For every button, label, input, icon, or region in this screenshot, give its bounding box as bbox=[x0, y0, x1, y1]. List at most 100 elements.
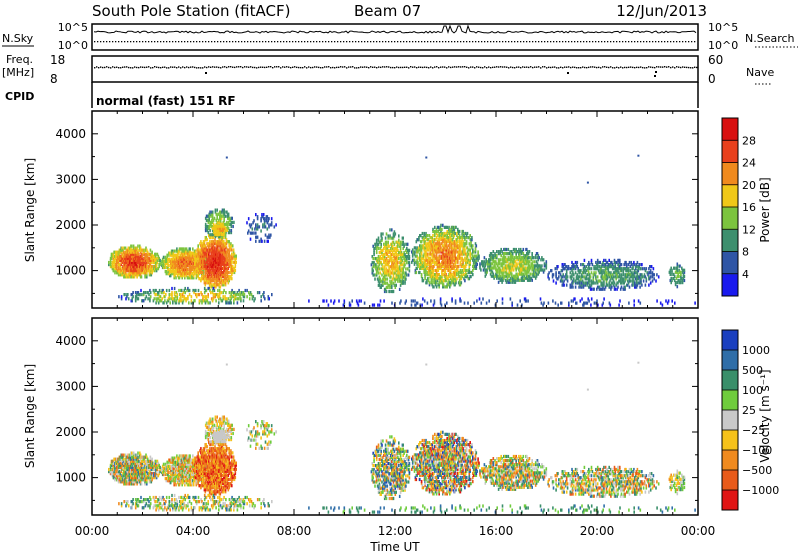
scatter-cell bbox=[149, 295, 152, 299]
freq-point bbox=[322, 66, 324, 69]
scatter-cell bbox=[137, 263, 139, 267]
scatter-cell bbox=[453, 244, 456, 248]
scatter-cell bbox=[472, 264, 474, 268]
scatter-cell bbox=[223, 246, 225, 250]
scatter-cell bbox=[503, 268, 505, 272]
freq-point bbox=[596, 66, 598, 69]
scatter-cell bbox=[428, 281, 431, 285]
scatter-cell bbox=[422, 238, 425, 242]
scatter-cell bbox=[184, 253, 186, 257]
scatter-cell bbox=[199, 242, 201, 246]
scatter-cell bbox=[234, 262, 237, 266]
scatter-cell bbox=[449, 242, 451, 246]
scatter-cell bbox=[382, 281, 384, 285]
nave-label: Nave bbox=[746, 66, 774, 79]
scatter-cell bbox=[161, 261, 163, 265]
scatter-cell bbox=[441, 254, 443, 258]
scatter-cell bbox=[212, 246, 214, 250]
nsearch-tick-top: 10^5 bbox=[708, 21, 738, 34]
scatter-cell bbox=[223, 224, 226, 228]
scatter-cell bbox=[462, 236, 464, 240]
nsky-point bbox=[427, 41, 429, 43]
scatter-cell bbox=[454, 275, 456, 279]
scatter-cell bbox=[221, 273, 223, 277]
scatter-cell bbox=[490, 268, 493, 272]
scatter-cell bbox=[126, 263, 129, 267]
scatter-cell bbox=[381, 236, 383, 240]
freq-point bbox=[304, 66, 306, 68]
scatter-cell bbox=[210, 254, 213, 258]
scatter-cell bbox=[501, 280, 503, 284]
scatter-cell bbox=[449, 244, 452, 248]
scatter-cell bbox=[170, 263, 173, 268]
scatter-cell bbox=[149, 248, 152, 252]
scatter-cell bbox=[467, 270, 470, 275]
scatter-cell bbox=[435, 246, 438, 250]
scatter-cell bbox=[434, 273, 437, 277]
scatter-cell bbox=[217, 258, 220, 262]
scatter-cell bbox=[136, 269, 138, 273]
scatter-cell bbox=[450, 225, 453, 229]
scatter-cell bbox=[223, 208, 225, 212]
scatter-cell bbox=[497, 280, 500, 284]
scatter-cell bbox=[192, 270, 195, 274]
scatter-cell bbox=[228, 242, 230, 246]
scatter-cell bbox=[217, 264, 220, 268]
scatter-cell bbox=[566, 275, 569, 279]
scatter-cell bbox=[190, 299, 193, 303]
scatter-cell bbox=[168, 257, 170, 261]
scatter-cell bbox=[426, 246, 429, 250]
scatter-cell bbox=[206, 299, 209, 303]
scatter-cell bbox=[205, 299, 208, 303]
scatter-cell bbox=[216, 246, 219, 250]
freq-point bbox=[124, 66, 126, 68]
scatter-cell bbox=[472, 248, 474, 252]
scatter-cell bbox=[140, 256, 143, 260]
scatter-cell bbox=[503, 256, 505, 260]
scatter-cell bbox=[213, 295, 216, 299]
scatter-cell bbox=[381, 248, 383, 252]
scatter-cell bbox=[215, 222, 218, 226]
freq-point bbox=[208, 66, 210, 68]
scatter-cell bbox=[227, 222, 229, 226]
scatter-cell bbox=[147, 269, 150, 273]
scatter-cell bbox=[115, 250, 117, 254]
freq-point bbox=[658, 66, 660, 68]
scatter-cell bbox=[447, 275, 449, 279]
scatter-cell bbox=[459, 242, 462, 246]
scatter-cell bbox=[382, 283, 384, 287]
scatter-cell bbox=[142, 265, 145, 269]
scatter-cell bbox=[437, 262, 440, 266]
scatter-cell bbox=[444, 270, 447, 275]
scatter-cell bbox=[208, 214, 210, 218]
scatter-cell bbox=[441, 273, 443, 277]
scatter-cell bbox=[177, 261, 179, 265]
scatter-cell bbox=[175, 261, 177, 265]
scatter-cell bbox=[213, 283, 215, 287]
scatter-cell bbox=[198, 277, 200, 281]
scatter-cell bbox=[446, 264, 448, 268]
scatter-cell bbox=[212, 218, 215, 222]
scatter-cell bbox=[192, 247, 194, 251]
scatter-cell bbox=[141, 265, 144, 269]
scatter-cell bbox=[169, 261, 172, 265]
scatter-cell bbox=[151, 271, 153, 275]
scatter-cell bbox=[180, 263, 183, 268]
scatter-cell bbox=[121, 267, 123, 271]
scatter-cell bbox=[212, 244, 214, 248]
freq-tick-bottom: 8 bbox=[50, 72, 58, 86]
scatter-cell bbox=[192, 261, 195, 265]
scatter-cell bbox=[466, 275, 469, 279]
scatter-cell bbox=[165, 272, 168, 276]
station-title: South Pole Station (fitACF) bbox=[92, 2, 290, 20]
scatter-cell bbox=[208, 262, 211, 266]
scatter-cell bbox=[377, 242, 380, 246]
scatter-cell bbox=[171, 295, 173, 299]
scatter-cell bbox=[214, 281, 216, 285]
scatter-cell bbox=[419, 248, 422, 252]
scatter-cell bbox=[573, 273, 575, 277]
scatter-cell bbox=[204, 297, 207, 301]
scatter-cell bbox=[443, 254, 446, 258]
scatter-cell bbox=[478, 256, 480, 260]
scatter-cell bbox=[130, 293, 133, 297]
